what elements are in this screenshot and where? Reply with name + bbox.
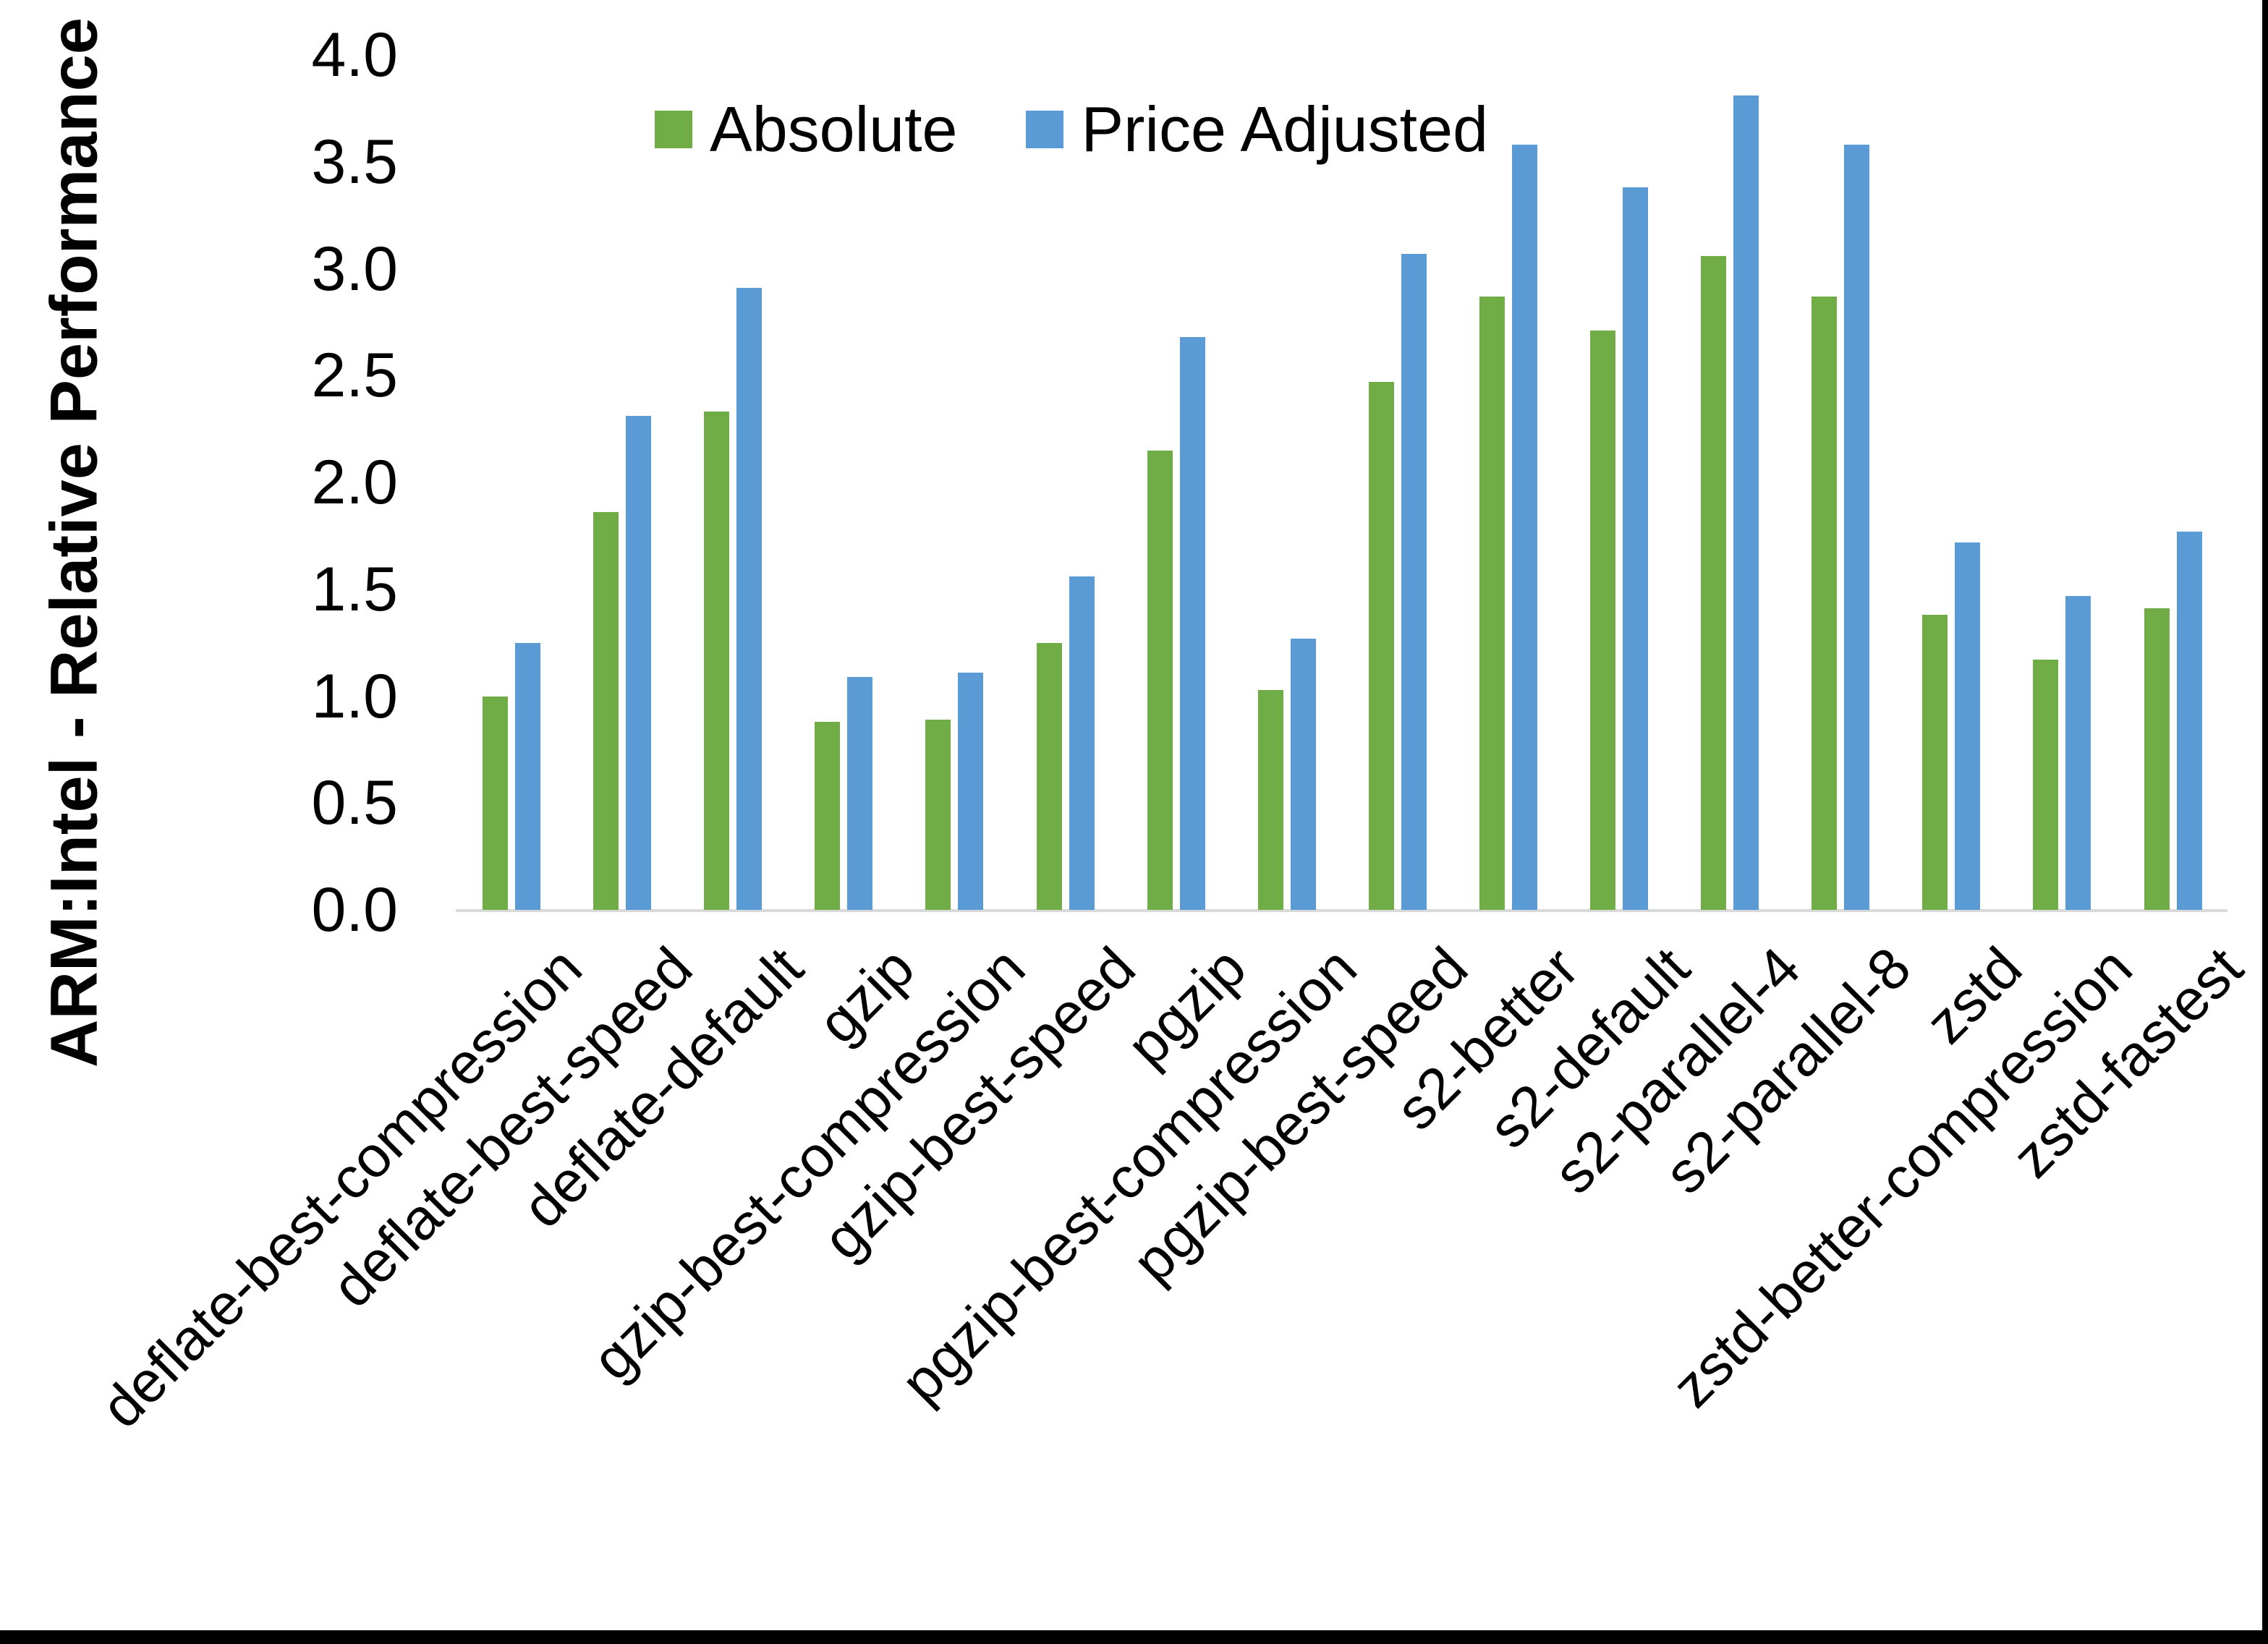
bar-price-adjusted <box>1955 542 1980 910</box>
bar-absolute <box>2144 608 2170 910</box>
bar-absolute <box>1037 642 1062 910</box>
bar-price-adjusted <box>1512 145 1537 910</box>
legend: Absolute Price Adjusted <box>655 93 1488 166</box>
bar-price-adjusted <box>1401 253 1427 910</box>
legend-item-absolute: Absolute <box>655 93 957 166</box>
bar-absolute <box>1369 382 1394 910</box>
y-tick-label: 1.0 <box>311 661 398 731</box>
bar-price-adjusted <box>515 642 540 910</box>
legend-label-price-adjusted: Price Adjusted <box>1081 93 1489 165</box>
bar-absolute <box>1922 615 1948 910</box>
bar-absolute <box>2033 660 2058 910</box>
legend-swatch-absolute <box>655 111 692 148</box>
y-tick-label: 3.0 <box>311 234 398 304</box>
bar-absolute <box>483 696 508 910</box>
y-tick-label: 4.0 <box>311 20 398 90</box>
y-tick-label: 0.0 <box>311 875 398 945</box>
bar-absolute <box>1812 296 1837 910</box>
bottom-border <box>0 1630 2268 1644</box>
bar-price-adjusted <box>1180 337 1205 910</box>
bar-price-adjusted <box>736 288 762 910</box>
bar-absolute <box>1147 450 1173 910</box>
bar-price-adjusted <box>1291 638 1316 910</box>
x-axis-line <box>456 909 2227 912</box>
y-tick-label: 1.5 <box>311 554 398 624</box>
bar-absolute <box>1479 296 1505 910</box>
bar-price-adjusted <box>626 416 651 910</box>
bar-absolute <box>593 512 619 910</box>
bar-absolute <box>1701 255 1726 910</box>
bar-price-adjusted <box>2065 595 2091 910</box>
bar-price-adjusted <box>2177 531 2202 910</box>
bar-absolute <box>1590 331 1615 910</box>
legend-swatch-price-adjusted <box>1026 111 1064 148</box>
bar-absolute <box>704 412 729 910</box>
bar-price-adjusted <box>1844 145 1869 910</box>
legend-label-absolute: Absolute <box>710 93 958 165</box>
y-tick-label: 0.5 <box>311 768 398 838</box>
bar-absolute <box>925 720 951 910</box>
bar-price-adjusted <box>1623 187 1648 910</box>
right-border <box>2262 0 2268 1644</box>
y-tick-label: 2.0 <box>311 448 398 517</box>
y-tick-label: 3.5 <box>311 127 398 197</box>
bar-price-adjusted <box>1733 95 1759 910</box>
bar-price-adjusted <box>847 676 872 910</box>
bar-price-adjusted <box>958 672 983 910</box>
bar-price-adjusted <box>1069 576 1095 910</box>
y-tick-label: 2.5 <box>311 341 398 411</box>
bar-absolute <box>815 721 840 910</box>
bar-absolute <box>1258 689 1283 910</box>
legend-item-price-adjusted: Price Adjusted <box>1026 93 1488 166</box>
